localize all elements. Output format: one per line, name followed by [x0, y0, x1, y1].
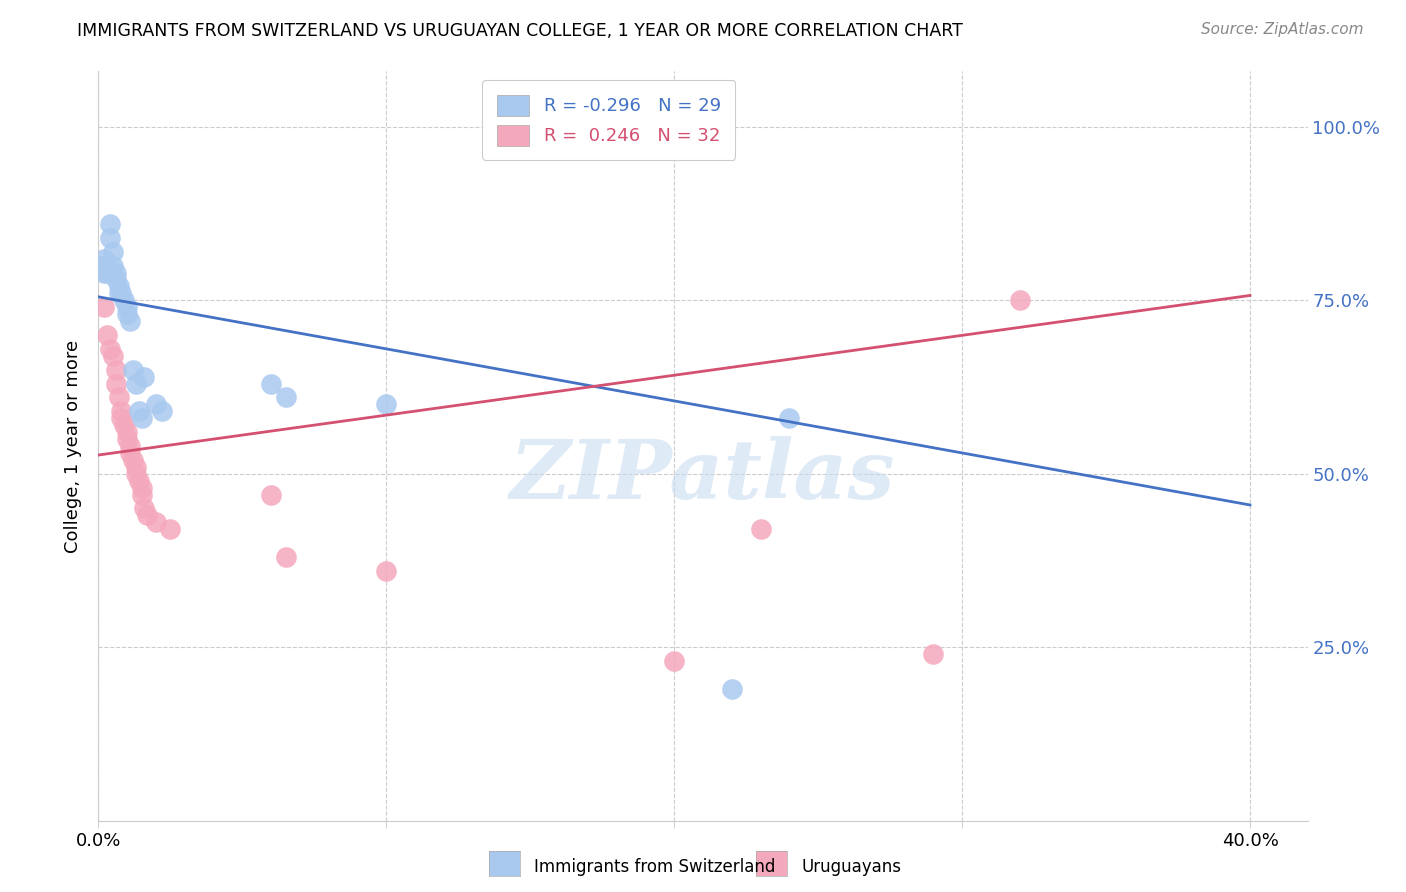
Point [134, 369, 156, 384]
Point [131, 487, 153, 501]
Point [96, 328, 118, 343]
Point [720, 681, 742, 696]
Point [131, 411, 153, 425]
Point [107, 391, 129, 405]
Text: Source: ZipAtlas.com: Source: ZipAtlas.com [1201, 22, 1364, 37]
Legend: R = -0.296   N = 29, R =  0.246   N = 32: R = -0.296 N = 29, R = 0.246 N = 32 [482, 80, 735, 160]
Point [120, 446, 142, 460]
Y-axis label: College, 1 year or more: College, 1 year or more [65, 340, 83, 552]
Point [150, 404, 173, 418]
Point [375, 397, 398, 411]
Point [107, 279, 129, 293]
Point [101, 244, 124, 259]
Point [110, 411, 132, 425]
Text: ZIPatlas: ZIPatlas [510, 436, 896, 516]
Point [274, 549, 297, 564]
Point [115, 425, 138, 439]
Point [145, 397, 167, 411]
Point [101, 349, 124, 363]
Point [922, 647, 945, 661]
Point [159, 522, 181, 536]
Point [101, 259, 124, 273]
Point [749, 522, 772, 536]
Point [128, 404, 150, 418]
Point [90, 259, 112, 273]
Point [112, 293, 135, 308]
Point [93, 266, 115, 280]
Point [115, 432, 138, 446]
Point [104, 362, 127, 376]
Point [104, 272, 127, 286]
Point [120, 314, 142, 328]
Text: IMMIGRANTS FROM SWITZERLAND VS URUGUAYAN COLLEGE, 1 YEAR OR MORE CORRELATION CHA: IMMIGRANTS FROM SWITZERLAND VS URUGUAYAN… [77, 22, 963, 40]
Point [125, 376, 148, 391]
Point [1008, 293, 1031, 308]
Point [104, 266, 127, 280]
Point [115, 300, 138, 314]
Point [125, 459, 148, 474]
Point [120, 439, 142, 453]
Point [96, 266, 118, 280]
Point [98, 342, 121, 356]
Point [664, 654, 686, 668]
Point [274, 391, 297, 405]
Point [98, 217, 121, 231]
Point [110, 404, 132, 418]
Point [107, 286, 129, 301]
Point [93, 300, 115, 314]
Point [260, 376, 283, 391]
Point [125, 467, 148, 481]
Point [112, 418, 135, 433]
Point [145, 516, 167, 530]
Point [128, 474, 150, 488]
Point [131, 481, 153, 495]
Point [136, 508, 159, 523]
Point [104, 376, 127, 391]
Point [110, 286, 132, 301]
Point [260, 487, 283, 501]
Point [93, 252, 115, 266]
Point [122, 453, 145, 467]
Point [122, 362, 145, 376]
Text: Immigrants from Switzerland: Immigrants from Switzerland [534, 858, 776, 876]
Text: Uruguayans: Uruguayans [801, 858, 901, 876]
Point [98, 231, 121, 245]
Point [134, 501, 156, 516]
Point [375, 564, 398, 578]
Point [115, 307, 138, 321]
Point [778, 411, 800, 425]
